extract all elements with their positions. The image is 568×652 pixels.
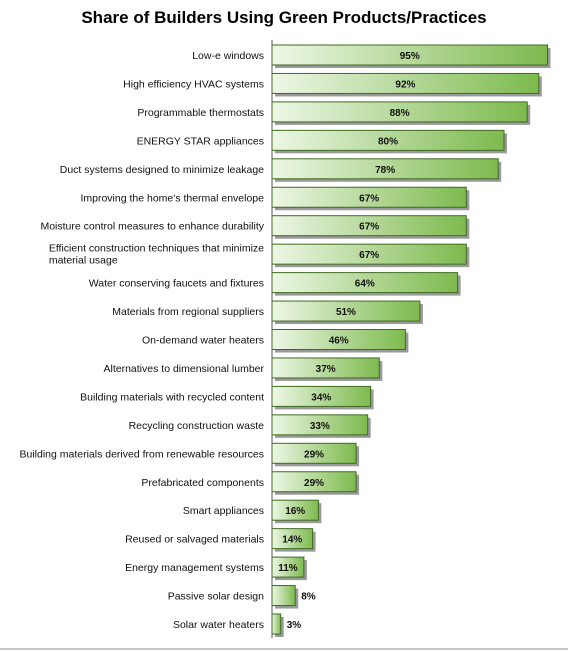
bar <box>271 357 380 379</box>
category-label: On-demand water heaters <box>142 335 264 347</box>
value-label: 88% <box>390 108 410 119</box>
value-label: 67% <box>359 250 379 261</box>
bar <box>271 471 357 493</box>
bar <box>271 158 499 180</box>
category-label: Smart appliances <box>183 505 264 517</box>
value-label: 67% <box>359 222 379 233</box>
bar <box>271 613 282 635</box>
bar <box>271 442 357 464</box>
category-label: Passive solar design <box>168 591 264 603</box>
value-label: 46% <box>329 336 349 347</box>
value-label: 29% <box>304 478 324 489</box>
bar <box>271 385 372 407</box>
category-label: Duct systems designed to minimize leakag… <box>60 164 264 176</box>
value-label: 67% <box>359 193 379 204</box>
category-label: Alternatives to dimensional lumber <box>104 363 265 375</box>
category-label: Prefabricated components <box>141 477 264 489</box>
category-label: High efficiency HVAC systems <box>123 78 264 90</box>
category-label: Low-e windows <box>192 50 264 62</box>
category-label: Energy management systems <box>125 562 264 574</box>
value-label: 80% <box>378 136 398 147</box>
value-label: 16% <box>285 506 305 517</box>
category-label: Solar water heaters <box>173 619 264 631</box>
category-label: Building materials with recycled content <box>80 391 264 403</box>
bar <box>271 499 319 521</box>
value-label: 3% <box>287 620 302 631</box>
value-label: 95% <box>400 51 420 62</box>
bar <box>271 556 305 578</box>
bar <box>271 272 459 294</box>
value-label: 51% <box>336 307 356 318</box>
bottom-divider <box>0 648 568 650</box>
value-label: 34% <box>311 392 331 403</box>
category-label: Improving the home's thermal envelope <box>80 192 264 204</box>
chart-title: Share of Builders Using Green Products/P… <box>81 8 487 27</box>
value-label: 78% <box>375 165 395 176</box>
bar <box>271 129 505 151</box>
value-label: 11% <box>278 563 298 574</box>
bar <box>271 101 528 123</box>
bar <box>271 243 467 265</box>
bar <box>271 72 540 94</box>
value-label: 8% <box>301 592 316 603</box>
value-label: 14% <box>282 535 302 546</box>
bar <box>271 186 467 208</box>
value-label: 64% <box>355 279 375 290</box>
bar <box>271 44 548 66</box>
category-label: Programmable thermostats <box>137 107 264 119</box>
value-label: 29% <box>304 449 324 460</box>
value-label: 92% <box>395 79 415 90</box>
bar <box>271 215 467 237</box>
value-label: 37% <box>316 364 336 375</box>
category-label: Recycling construction waste <box>129 420 265 432</box>
category-label: Reused or salvaged materials <box>125 534 264 546</box>
bar <box>271 585 296 607</box>
category-label: Building materials derived from renewabl… <box>19 448 264 460</box>
category-label: Water conserving faucets and fixtures <box>89 278 264 290</box>
bar <box>271 300 421 322</box>
bar <box>271 329 406 350</box>
bar <box>271 528 314 550</box>
category-label: Moisture control measures to enhance dur… <box>40 221 264 233</box>
category-label: Efficient construction techniques that m… <box>49 243 264 267</box>
category-label: ENERGY STAR appliances <box>137 135 264 147</box>
category-label: Materials from regional suppliers <box>112 306 264 318</box>
value-label: 33% <box>310 421 330 432</box>
bar <box>271 414 369 436</box>
